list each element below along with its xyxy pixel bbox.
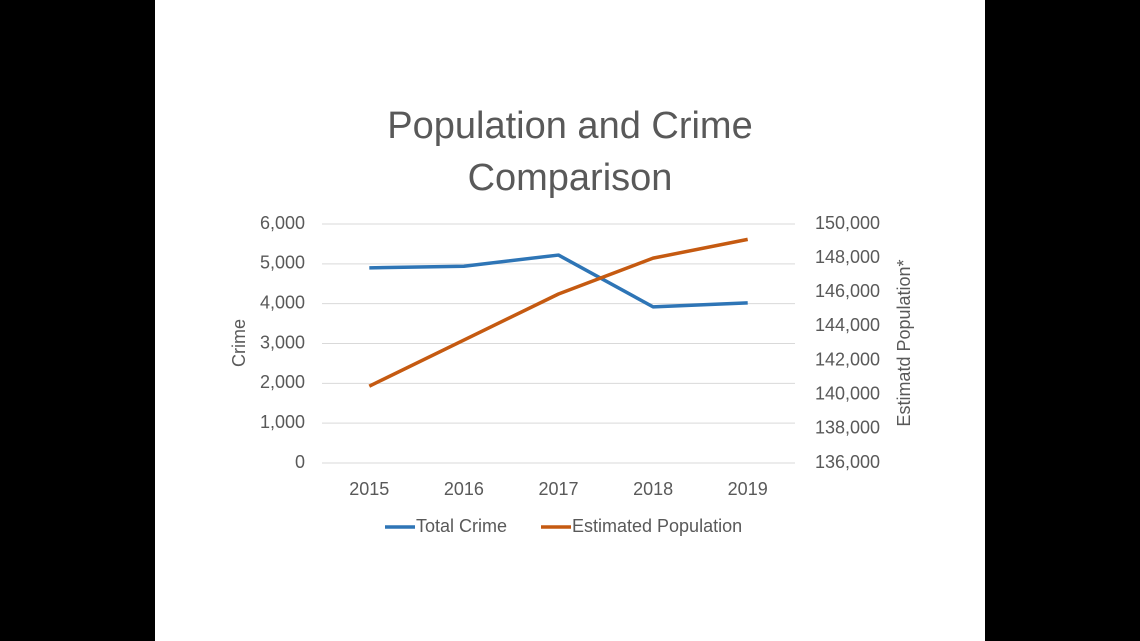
- y2-axis-title: Estimatd Population*: [894, 259, 914, 426]
- y2-tick-label: 142,000: [815, 349, 880, 369]
- y2-tick-label: 138,000: [815, 418, 880, 438]
- legend-label: Total Crime: [416, 516, 507, 536]
- y2-tick-label: 148,000: [815, 247, 880, 267]
- y-tick-label: 1,000: [260, 412, 305, 432]
- y-axis-title: Crime: [229, 319, 249, 367]
- y-tick-label: 6,000: [260, 213, 305, 233]
- y2-tick-label: 150,000: [815, 213, 880, 233]
- x-tick-label: 2017: [538, 479, 578, 499]
- y2-tick-label: 144,000: [815, 315, 880, 335]
- chart-title: Population and Crime Comparison: [387, 105, 753, 199]
- y-tick-label: 0: [295, 452, 305, 472]
- x-tick-label: 2016: [444, 479, 484, 499]
- slide: [155, 0, 985, 641]
- y-tick-label: 2,000: [260, 372, 305, 392]
- legend-label: Estimated Population: [572, 516, 742, 536]
- y-tick-label: 3,000: [260, 332, 305, 352]
- x-tick-label: 2015: [349, 479, 389, 499]
- y2-tick-label: 146,000: [815, 281, 880, 301]
- y-tick-label: 5,000: [260, 253, 305, 273]
- series-line: [368, 237, 749, 388]
- series-line: [369, 253, 748, 309]
- x-tick-label: 2018: [633, 479, 673, 499]
- y-tick-label: 4,000: [260, 292, 305, 312]
- y2-tick-label: 136,000: [815, 452, 880, 472]
- x-tick-label: 2019: [728, 479, 768, 499]
- y2-tick-label: 140,000: [815, 383, 880, 403]
